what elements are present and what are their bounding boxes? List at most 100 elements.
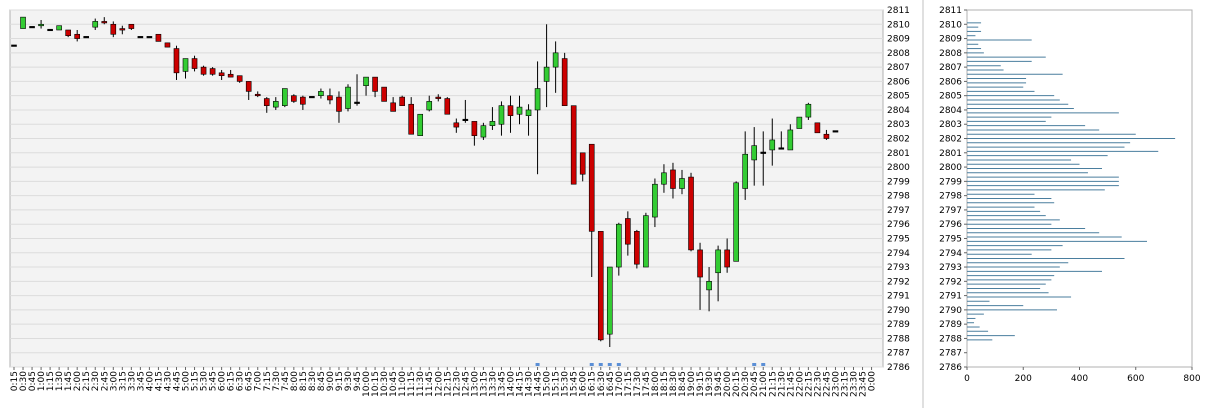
price-x-tick-label: 12:15: [443, 371, 453, 397]
price-x-tick-label: 13:15: [479, 371, 489, 397]
candle-body-up: [616, 223, 622, 268]
candle-body-down: [101, 21, 108, 24]
price-y-tick-label: 2811: [887, 6, 910, 16]
price-x-tick-label: 16:00: [579, 371, 589, 397]
profile-x-axis: 0 200 400 600 800: [964, 367, 1201, 384]
candle: [417, 113, 424, 136]
price-x-tick-label: 4:00: [145, 371, 155, 391]
candle: [408, 97, 414, 135]
price-y-tick-label: 2788: [887, 334, 910, 344]
profile-bars: [967, 22, 1176, 341]
candle: [679, 169, 685, 195]
candle-body-up: [363, 76, 369, 86]
candle: [435, 94, 442, 102]
candle: [643, 212, 649, 268]
candle-body-down: [588, 143, 595, 232]
price-x-tick-label: 10:45: [389, 371, 399, 397]
price-x-tick-label: 6:45: [245, 371, 255, 391]
candle: [29, 26, 35, 29]
candle: [552, 41, 559, 93]
candle-body-down: [381, 86, 387, 102]
candle-body-up: [643, 215, 649, 268]
profile-y-tick-label: 2795: [939, 234, 962, 244]
candle: [625, 211, 631, 256]
price-x-tick-label: 22:15: [804, 371, 814, 397]
candle-body-up: [426, 101, 433, 111]
price-x-tick-label: 13:30: [488, 371, 498, 397]
profile-y-tick-label: 2801: [939, 149, 962, 159]
candle: [56, 25, 62, 31]
price-x-tick-label: 1:30: [55, 371, 65, 391]
volume-marker: [752, 363, 757, 366]
profile-y-tick-label: 2809: [939, 35, 962, 45]
price-x-tick-label: 11:00: [398, 371, 408, 397]
price-x-tick-label: 14:00: [506, 371, 516, 397]
price-x-tick-label: 6:15: [227, 371, 237, 391]
candle: [724, 238, 730, 273]
price-x-tick-label: 22:00: [795, 371, 805, 397]
price-x-tick-label: 18:15: [660, 371, 670, 397]
candle-body-down: [327, 95, 333, 101]
candle-body-up: [534, 88, 541, 111]
price-x-tick-label: 15:00: [543, 371, 553, 397]
profile-y-tick-label: 2799: [939, 177, 962, 187]
profile-y-tick-label: 2805: [939, 92, 962, 102]
candle-body-down: [597, 231, 604, 341]
candle: [525, 104, 532, 136]
profile-y-tick-label: 2789: [939, 320, 962, 330]
price-x-tick-label: 0:15: [10, 371, 20, 391]
price-x-tick-label: 15:15: [552, 371, 562, 397]
candle: [823, 129, 830, 140]
price-x-tick-label: 9:45: [353, 371, 363, 391]
profile-y-tick-label: 2811: [939, 6, 962, 16]
candle: [137, 36, 144, 39]
price-x-tick-label: 21:00: [759, 371, 769, 397]
price-x-tick-label: 18:00: [651, 371, 661, 397]
candle: [796, 116, 803, 129]
candle: [579, 152, 586, 182]
price-x-tick-label: 1:00: [37, 371, 47, 391]
price-x-tick-label: 5:30: [200, 371, 210, 391]
candle: [227, 69, 234, 78]
price-y-tick-label: 2791: [887, 292, 910, 302]
candle: [606, 266, 613, 348]
candle: [11, 44, 17, 47]
candle: [354, 74, 360, 106]
candle-body-down: [110, 23, 117, 35]
candle-body-down: [137, 36, 144, 39]
price-x-tick-label: 10:15: [371, 371, 381, 397]
candle: [787, 124, 794, 151]
candle-body-down: [209, 68, 216, 75]
candle: [327, 88, 333, 105]
price-y-tick-label: 2793: [887, 263, 910, 273]
price-x-tick-label: 7:00: [254, 371, 264, 391]
price-x-tick-label: 16:15: [588, 371, 598, 397]
price-x-tick-label: 12:45: [461, 371, 471, 397]
candle: [697, 242, 703, 310]
candle-body-down: [119, 28, 126, 31]
price-x-tick-label: 4:15: [154, 371, 164, 391]
price-y-tick-label: 2797: [887, 206, 910, 216]
price-y-tick-label: 2808: [887, 49, 910, 59]
profile-y-tick-label: 2808: [939, 49, 962, 59]
candle-body-up: [489, 121, 496, 126]
candle-body-down: [263, 98, 270, 106]
price-x-tick-label: 9:15: [335, 371, 345, 391]
candle: [372, 76, 378, 98]
price-x-tick-label: 17:30: [633, 371, 643, 397]
price-x-tick-label: 5:45: [209, 371, 219, 391]
candle: [209, 67, 216, 76]
candle-body-down: [570, 105, 577, 185]
candle: [805, 102, 812, 120]
candle: [65, 29, 71, 38]
profile-y-tick-label: 2807: [939, 63, 962, 73]
candle: [670, 162, 676, 199]
price-x-tick-label: 16:30: [597, 371, 607, 397]
price-y-axis: 2786 2787 2788 2789 2790 2791 2792 2793 2794 2795…: [887, 6, 910, 373]
candle: [498, 101, 505, 136]
price-x-tick-label: 20:00: [723, 371, 733, 397]
candle: [155, 33, 162, 42]
profile-y-tick-label: 2796: [939, 220, 962, 230]
candle-body-down: [354, 101, 360, 104]
candle-body-down: [462, 118, 469, 122]
